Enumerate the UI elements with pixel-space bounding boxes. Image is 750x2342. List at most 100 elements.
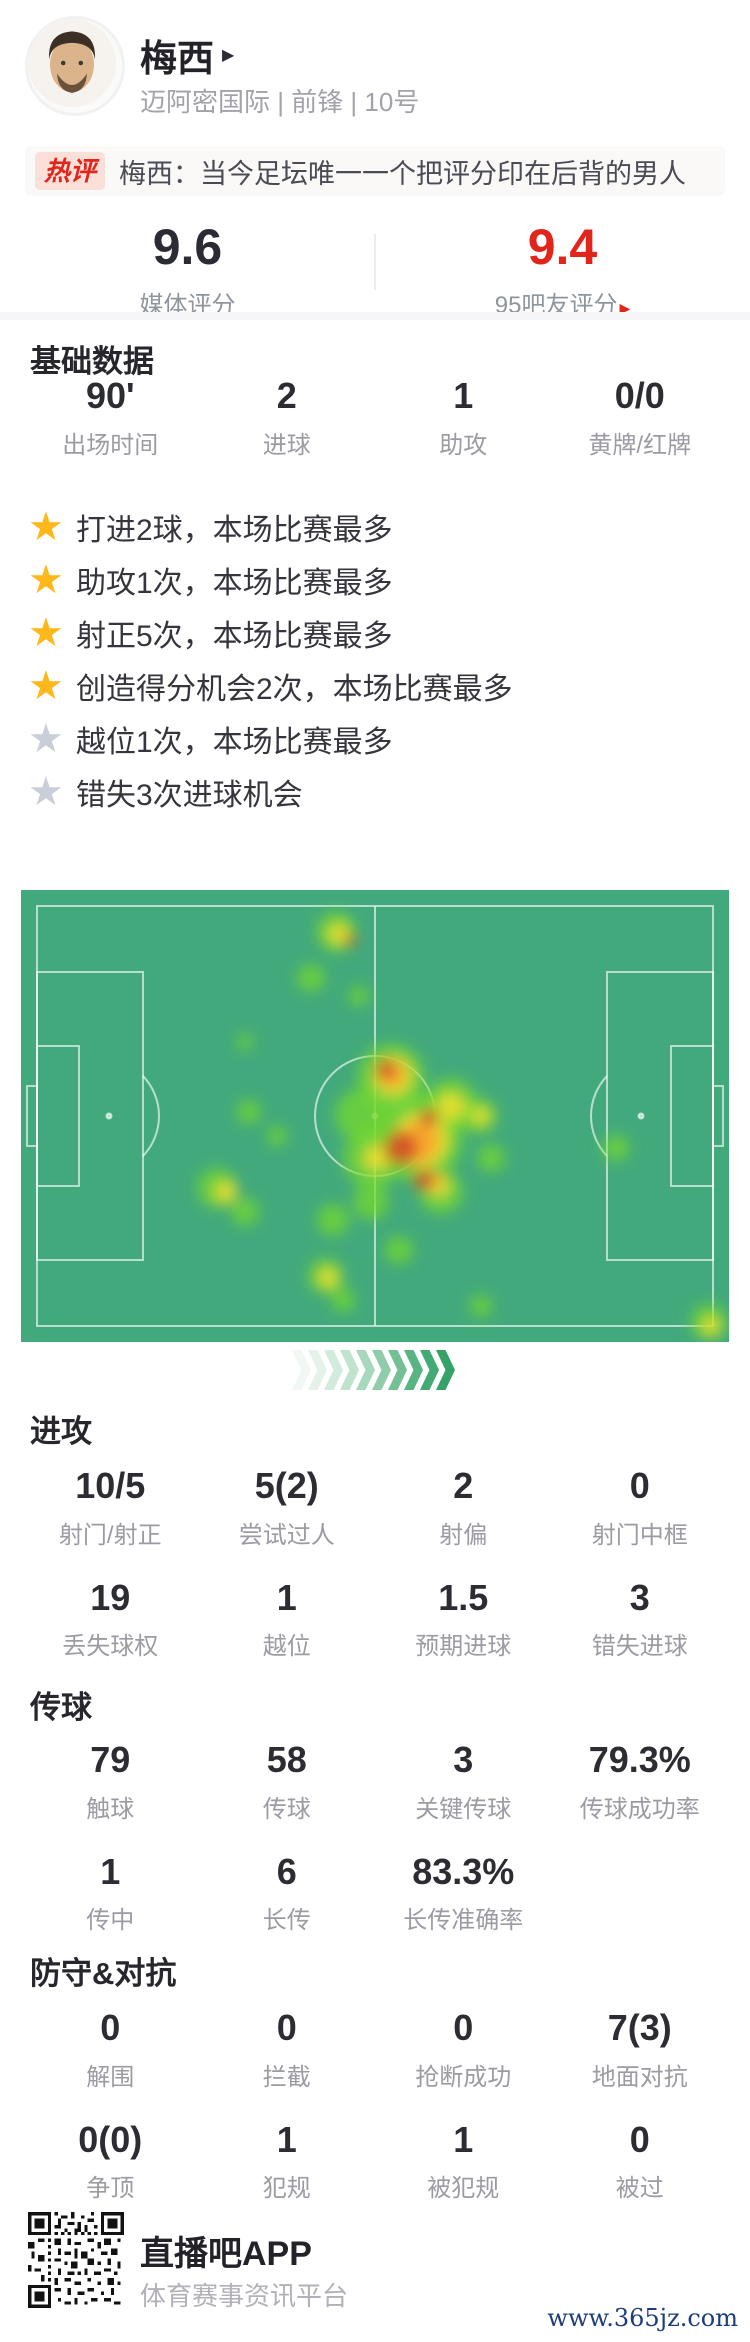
heat-blobs	[197, 912, 727, 1340]
stat-value: 2	[453, 1465, 474, 1506]
stat-value: 1	[453, 375, 474, 416]
media-rating-value: 9.6	[152, 219, 223, 275]
stat-label: 触球	[86, 1795, 135, 1823]
pitch-svg	[21, 890, 729, 1342]
stat-value: 1.5	[438, 1576, 489, 1618]
defense-stat-grid: 0 解围 0 拦截 0 抢断成功 7(3) 地面对抗 0(0) 争顶 1 犯规 …	[22, 2008, 728, 2203]
chevron-arrows	[0, 1350, 750, 1390]
hot-comment-text: 梅西：当今足坛唯一一个把评分印在后背的男人	[119, 158, 687, 189]
star-icon: ★	[28, 610, 64, 655]
avatar[interactable]	[25, 16, 125, 116]
stat-value: 0	[453, 2007, 474, 2048]
stat-cell: 2 进球	[199, 376, 376, 460]
stat-cell: 6 长传	[199, 1851, 376, 1936]
stat-cell: 10/5 射门/射正	[22, 1466, 199, 1550]
stat-cell: 58 传球	[199, 1740, 376, 1824]
position-heatmap	[21, 890, 729, 1342]
chevron-icon	[340, 1350, 359, 1390]
chevron-right-icon: ▶	[619, 300, 631, 316]
chevron-right-icon: ▶	[222, 47, 235, 64]
highlight-item: ★ 越位1次，本场比赛最多	[28, 712, 728, 765]
section-title-basic: 基础数据	[30, 344, 154, 379]
chevron-icon	[388, 1350, 407, 1390]
stat-label: 被犯规	[427, 2175, 500, 2203]
fans-rating[interactable]: 9.4 95吧友评分 ▶	[375, 220, 750, 320]
stat-value: 83.3%	[412, 1850, 515, 1892]
highlight-text: 错失3次进球机会	[76, 778, 303, 812]
stat-cell: 1 犯规	[199, 2118, 376, 2204]
stat-cell: 3 错失进球	[552, 1576, 729, 1662]
stat-label: 长传	[262, 1907, 311, 1935]
stat-cell: 0(0) 争顶	[22, 2119, 199, 2204]
stat-value: 90'	[85, 375, 135, 416]
stat-cell: 19 丢失球权	[22, 1577, 199, 1662]
stat-cell: 0 抢断成功	[375, 2008, 552, 2092]
fans-rating-value: 9.4	[527, 219, 598, 275]
player-meta: 迈阿密国际 | 前锋 | 10号	[140, 87, 420, 117]
chevron-icon	[356, 1350, 375, 1390]
star-icon: ★	[28, 663, 64, 708]
stat-cell: 0 拦截	[199, 2008, 376, 2092]
ratings-divider	[374, 234, 376, 290]
stat-value: 0/0	[614, 375, 665, 416]
highlight-item: ★ 射正5次，本场比赛最多	[28, 606, 728, 659]
stat-label: 争顶	[86, 2175, 135, 2203]
highlight-item: ★ 打进2球，本场比赛最多	[28, 500, 728, 553]
stat-value: 0	[629, 2118, 650, 2160]
stat-label: 射偏	[439, 1521, 488, 1549]
stat-value: 0	[276, 2007, 297, 2048]
stat-cell: 79.3% 传球成功率	[552, 1740, 729, 1824]
stat-value: 5(2)	[254, 1465, 319, 1506]
stat-cell: 1 传中	[22, 1850, 199, 1936]
stat-label: 解围	[86, 2063, 135, 2091]
stat-cell: 1 被犯规	[375, 2119, 552, 2204]
stat-value: 0	[100, 2007, 121, 2048]
stat-cell: 0 被过	[552, 2118, 729, 2204]
stat-cell: 83.3% 长传准确率	[375, 1850, 552, 1936]
passing-stat-grid: 79 触球 58 传球 3 关键传球 79.3% 传球成功率 1 传中 6 长传…	[22, 1740, 728, 1935]
stat-cell: 0/0 黄牌/红牌	[552, 376, 729, 460]
hot-comment-banner[interactable]: 热评 梅西：当今足坛唯一一个把评分印在后背的男人	[25, 146, 725, 196]
player-name-row[interactable]: 梅西 ▶	[140, 28, 234, 82]
qr-code	[28, 2212, 124, 2308]
chevron-icon	[292, 1350, 311, 1390]
highlight-text: 助攻1次，本场比赛最多	[76, 566, 393, 600]
stat-label: 尝试过人	[238, 1521, 335, 1549]
highlight-item: ★ 错失3次进球机会	[28, 765, 728, 818]
highlight-text: 打进2球，本场比赛最多	[76, 513, 393, 547]
stat-value: 79.3%	[588, 1739, 691, 1780]
basic-stat-grid: 90' 出场时间 2 进球 1 助攻 0/0 黄牌/红牌	[22, 376, 728, 460]
stat-value: 1	[276, 1576, 297, 1618]
star-icon: ★	[28, 716, 64, 761]
qr-code-svg	[28, 2212, 124, 2308]
app-name: 直播吧APP	[140, 2235, 312, 2273]
stat-value: 79	[90, 1739, 131, 1780]
stat-cell: 0 解围	[22, 2008, 199, 2092]
stat-value: 3	[629, 1576, 650, 1618]
stat-value: 1	[100, 1850, 121, 1892]
chevron-icon	[404, 1350, 423, 1390]
chevron-icon	[420, 1350, 439, 1390]
section-title-attack: 进攻	[30, 1414, 92, 1449]
stat-cell: 2 射偏	[375, 1466, 552, 1550]
stat-label: 越位	[262, 1633, 311, 1661]
stat-label: 关键传球	[415, 1795, 512, 1823]
section-title-passing: 传球	[30, 1690, 92, 1725]
stat-cell: 7(3) 地面对抗	[552, 2008, 729, 2092]
section-title-defense: 防守&对抗	[30, 1956, 177, 1991]
player-photo	[28, 19, 116, 107]
stat-label: 丢失球权	[62, 1633, 159, 1661]
star-icon: ★	[28, 557, 64, 602]
star-icon: ★	[28, 504, 64, 549]
stat-cell: 0 射门中框	[552, 1466, 729, 1550]
stat-cell: 5(2) 尝试过人	[199, 1466, 376, 1550]
highlight-text: 射正5次，本场比赛最多	[76, 619, 393, 653]
stat-label: 错失进球	[591, 1633, 688, 1661]
highlight-item: ★ 创造得分机会2次，本场比赛最多	[28, 659, 728, 712]
stat-label: 射门/射正	[58, 1521, 162, 1549]
stat-label: 长传准确率	[403, 1907, 524, 1935]
stat-value: 1	[276, 2118, 297, 2160]
attack-stat-grid: 10/5 射门/射正 5(2) 尝试过人 2 射偏 0 射门中框 19 丢失球权…	[22, 1466, 728, 1661]
player-name: 梅西	[140, 38, 214, 79]
hot-badge: 热评	[35, 152, 106, 190]
